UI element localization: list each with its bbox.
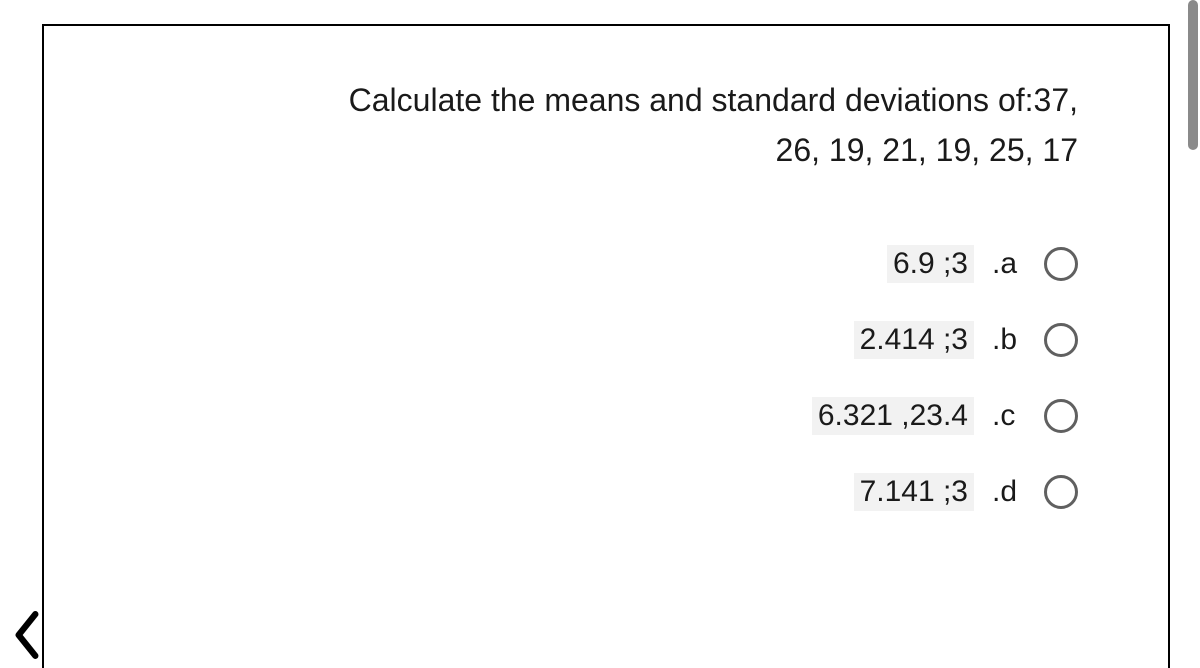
question-frame: Calculate the means and standard deviati… [42, 24, 1170, 668]
option-value: 7.141 ;3 [854, 473, 974, 511]
option-value: 6.321 ,23.4 [812, 397, 974, 435]
radio-button-d[interactable] [1044, 475, 1078, 509]
option-b[interactable]: 2.414 ;3 .b [854, 321, 1078, 359]
option-label: .b [992, 323, 1026, 357]
radio-button-b[interactable] [1044, 323, 1078, 357]
chevron-left-icon [10, 610, 44, 660]
option-label: .c [992, 399, 1026, 433]
option-value: 6.9 ;3 [887, 245, 974, 283]
option-value: 2.414 ;3 [854, 321, 974, 359]
question-line-1: Calculate the means and standard deviati… [349, 82, 1078, 118]
question-text: Calculate the means and standard deviati… [124, 76, 1088, 175]
back-button[interactable] [0, 608, 54, 662]
options-list: 6.9 ;3 .a 2.414 ;3 .b 6.321 ,23.4 .c 7.1… [124, 245, 1088, 511]
scrollbar-track[interactable] [1186, 0, 1200, 668]
radio-button-c[interactable] [1044, 399, 1078, 433]
option-a[interactable]: 6.9 ;3 .a [887, 245, 1078, 283]
radio-button-a[interactable] [1044, 247, 1078, 281]
option-label: .a [992, 247, 1026, 281]
option-label: .d [992, 475, 1026, 509]
scrollbar-thumb[interactable] [1188, 0, 1198, 150]
question-line-2: 26, 19, 21, 19, 25, 17 [776, 132, 1078, 168]
option-d[interactable]: 7.141 ;3 .d [854, 473, 1078, 511]
option-c[interactable]: 6.321 ,23.4 .c [812, 397, 1078, 435]
